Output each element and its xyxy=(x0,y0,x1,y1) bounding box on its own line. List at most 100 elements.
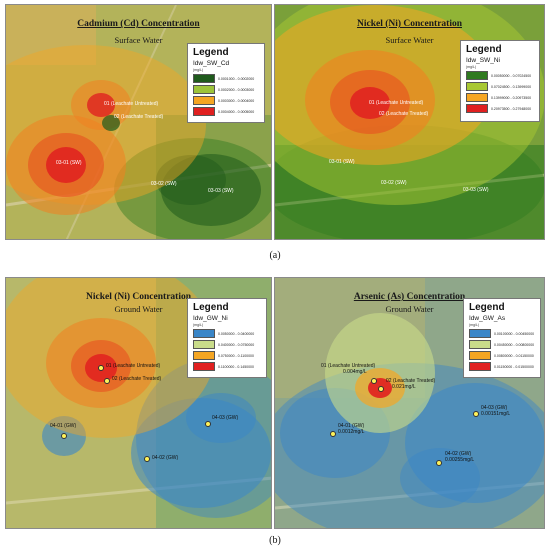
legend-row: 0.0004000 - 0.0005000 xyxy=(193,107,259,116)
legend-range: 0.0750000 - 0.1100000 xyxy=(218,353,254,358)
site-label: 03-02 (SW) xyxy=(381,180,407,186)
site-name: 02 (Leachate Treated) xyxy=(386,378,436,384)
site-name: 01 (Leachate Untreated) xyxy=(321,363,376,369)
site-label: 02 (Leachate Treated) xyxy=(114,114,164,120)
sample-point-marker xyxy=(205,421,211,427)
legend-swatch xyxy=(469,351,491,360)
legend-swatch xyxy=(193,329,215,338)
panel-subtitle: Surface Water xyxy=(385,35,434,45)
panel-title: Cadmium (Cd) Concentration xyxy=(77,19,200,29)
legend-row: 0.13999000 - 0.20973500 xyxy=(466,93,534,102)
site-label: 04-03 (GW) xyxy=(212,415,239,421)
legend-row: 0.0002000 - 0.0003000 xyxy=(193,85,259,94)
sample-point-marker xyxy=(61,433,67,439)
site-label: 02 (Leachate Treated) xyxy=(379,111,429,117)
site-label: 03-03 (SW) xyxy=(208,188,234,194)
site-name: 04-03 (GW) xyxy=(481,405,508,411)
legend-swatch xyxy=(469,340,491,349)
legend-range: 0.20973500 - 0.27948000 xyxy=(491,106,532,111)
site-label: 04-02 (GW) 0.00255mg/L xyxy=(445,451,475,464)
panel-title: Nickel (Ni) Concentration xyxy=(85,292,191,302)
legend-swatch xyxy=(466,71,488,80)
panel-title: Arsenic (As) Concentration xyxy=(353,292,466,302)
legend-range: 0.07024500 - 0.13999000 xyxy=(491,84,532,89)
legend-swatch xyxy=(466,104,488,113)
legend-unit: (mg/L) xyxy=(193,323,204,327)
legend-range: 0.01150000 - 0.01500000 xyxy=(494,364,534,369)
legend-layer-name: Idw_GW_As xyxy=(469,315,506,322)
legend-swatch xyxy=(193,107,215,116)
site-label: 01 (Leachate Untreated) xyxy=(369,100,424,106)
site-value: 0.00255mg/L xyxy=(445,456,475,463)
site-value: 0.00151mg/L xyxy=(481,410,511,417)
legend-range: 0.00450000 - 0.00800000 xyxy=(494,342,535,347)
legend-row: 0.0750000 - 0.1100000 xyxy=(193,351,261,360)
map-panel-nickel-gw: Nickel (Ni) Concentration Ground Water L… xyxy=(5,277,272,529)
panel-title: Nickel (Ni) Concentration xyxy=(356,19,462,29)
sample-point-marker xyxy=(330,431,336,437)
legend-range: 0.13999000 - 0.20973500 xyxy=(491,95,532,100)
legend-row: 0.0050000 - 0.0400000 xyxy=(193,329,261,338)
legend-row: 0.00050000 - 0.07024500 xyxy=(466,71,534,80)
legend-layer-name: Idw_GW_Ni xyxy=(193,315,228,322)
site-label: 03-02 (SW) xyxy=(151,181,177,187)
legend-row: 0.0001000 - 0.0002000 xyxy=(193,74,259,83)
legend-row: 0.0003000 - 0.0004000 xyxy=(193,96,259,105)
legend-unit: (mg/L) xyxy=(466,65,477,69)
legend: Legend Idw_GW_Ni (mg/L) 0.0050000 - 0.04… xyxy=(187,298,267,378)
site-value: 0.004mg/L xyxy=(343,368,367,375)
legend-swatch xyxy=(469,362,491,371)
sample-point-marker xyxy=(98,365,104,371)
legend-swatch xyxy=(469,329,491,338)
legend-layer-name: Idw_SW_Ni xyxy=(466,57,500,64)
legend-row: 0.0400000 - 0.0750000 xyxy=(193,340,261,349)
legend-row: 0.00100000 - 0.00450000 xyxy=(469,329,535,338)
site-label: 01 (Leachate Untreated) 0.004mg/L xyxy=(321,363,376,376)
site-label: 04-02 (GW) xyxy=(152,455,179,461)
legend-swatch xyxy=(466,93,488,102)
legend-range: 0.0002000 - 0.0003000 xyxy=(218,87,255,92)
legend-range: 0.00800000 - 0.01150000 xyxy=(494,353,534,358)
legend-range: 0.00050000 - 0.07024500 xyxy=(491,73,532,78)
legend: Legend Idw_GW_As (mg/L) 0.00100000 - 0.0… xyxy=(463,298,541,378)
site-value: 0.021mg/L xyxy=(392,383,416,390)
sample-point-marker xyxy=(378,386,384,392)
legend-range: 0.0400000 - 0.0750000 xyxy=(218,342,255,347)
sample-point-marker xyxy=(473,411,479,417)
site-label: 04-03 (GW) 0.00151mg/L xyxy=(481,405,511,418)
panel-subtitle: Surface Water xyxy=(114,35,163,45)
legend-row: 0.07024500 - 0.13999000 xyxy=(466,82,534,91)
site-label: 02 (Leachate Treated) xyxy=(112,376,162,382)
sample-point-marker xyxy=(436,460,442,466)
legend-swatch xyxy=(193,351,215,360)
site-label: 04-01 (GW) 0.0012mg/L xyxy=(338,423,365,436)
map-panel-cadmium-sw: Cadmium (Cd) Concentration Surface Water… xyxy=(5,4,272,240)
site-name: 04-01 (GW) xyxy=(338,423,365,429)
legend-swatch xyxy=(193,74,215,83)
map-panel-arsenic-gw: Arsenic (As) Concentration Ground Water … xyxy=(274,277,545,529)
legend-swatch xyxy=(193,340,215,349)
legend-row: 0.1100000 - 0.1450000 xyxy=(193,362,261,371)
legend-heading: Legend xyxy=(466,44,502,55)
legend-swatch xyxy=(193,362,215,371)
site-name: 04-02 (GW) xyxy=(445,451,472,457)
legend-row: 0.01150000 - 0.01500000 xyxy=(469,362,535,371)
legend-swatch xyxy=(193,85,215,94)
sample-point-marker xyxy=(371,378,377,384)
caption-b: (b) xyxy=(269,535,281,546)
site-label: 03-03 (SW) xyxy=(463,187,489,193)
site-label: 03-01 (SW) xyxy=(56,160,82,166)
map-panel-nickel-sw: Nickel (Ni) Concentration Surface Water … xyxy=(274,4,545,240)
legend-range: 0.00100000 - 0.00450000 xyxy=(494,331,535,336)
site-label: 04-01 (GW) xyxy=(50,423,77,429)
site-label: 01 (Leachate Untreated) xyxy=(106,363,161,369)
legend-range: 0.0050000 - 0.0400000 xyxy=(218,331,255,336)
panel-subtitle: Ground Water xyxy=(114,304,163,314)
legend: Legend Idw_SW_Cd (mg/L) 0.0001000 - 0.00… xyxy=(187,43,265,123)
legend-unit: (mg/L) xyxy=(193,68,204,72)
site-value: 0.0012mg/L xyxy=(338,428,365,435)
legend-heading: Legend xyxy=(193,47,229,58)
legend-row: 0.00800000 - 0.01150000 xyxy=(469,351,535,360)
legend-swatch xyxy=(466,82,488,91)
site-label: 01 (Leachate Untreated) xyxy=(104,101,159,107)
